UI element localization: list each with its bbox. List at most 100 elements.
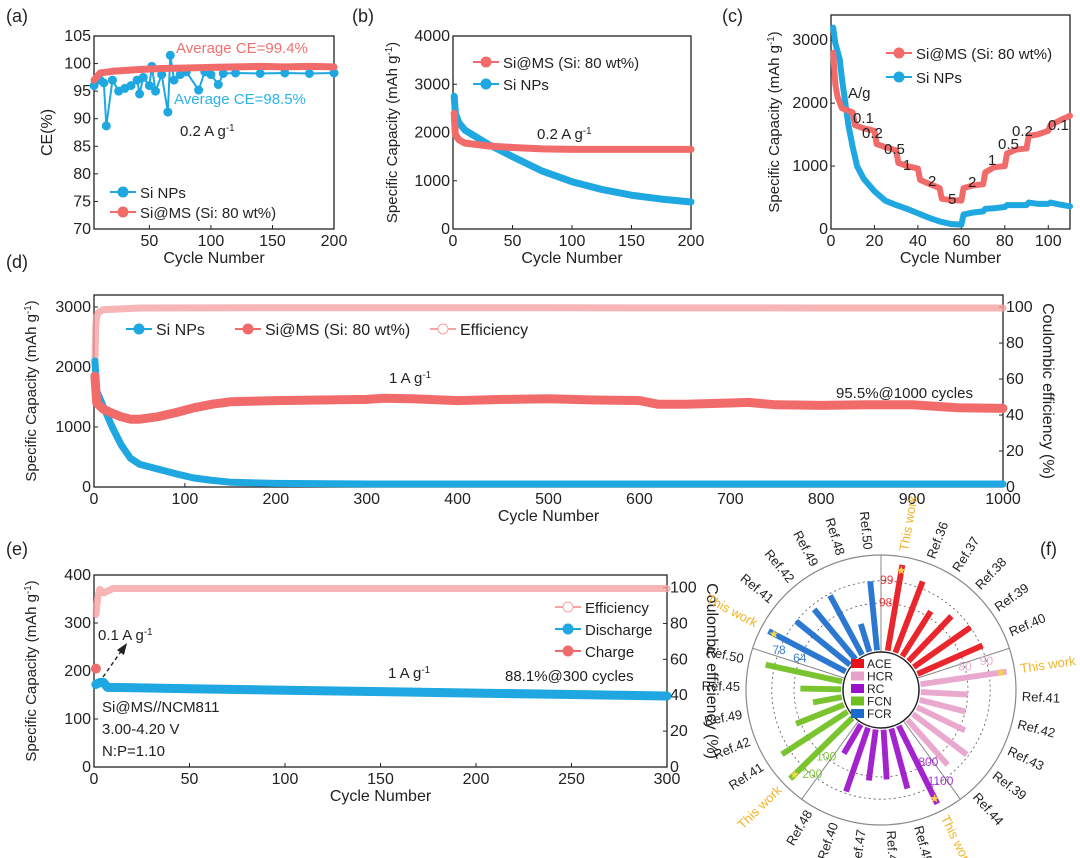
y-tick-label: 75 — [73, 193, 91, 210]
legend-label: Si@MS (Si: 80 wt%) — [265, 322, 410, 339]
plot-frame — [93, 35, 335, 230]
data-point — [194, 85, 204, 95]
x-tick-label: 100 — [1035, 233, 1062, 250]
star-icon: ★ — [768, 627, 779, 641]
y2-axis-label: Coulombic efficiency (%) — [703, 583, 720, 759]
category-label: This work — [734, 782, 785, 832]
y-axis-label: Specific Capacity (mAh g-1) — [23, 580, 41, 761]
y2-tick-label: 60 — [670, 651, 688, 668]
legend-label: Charge — [585, 644, 634, 661]
annotation: N:P=1.10 — [102, 743, 165, 760]
x-tick-label: 50 — [181, 771, 199, 788]
data-point — [206, 70, 216, 80]
x-tick-label: 40 — [909, 233, 927, 250]
series-line-si-ms-si-wt- — [450, 109, 695, 153]
annotation: 0.2 A g-1 — [180, 123, 235, 141]
x-tick-label: 60 — [952, 233, 970, 250]
legend-label: ACE — [867, 657, 892, 671]
category-label: Ref.45 — [702, 678, 741, 694]
data-point — [213, 80, 223, 90]
y2-tick-label: 40 — [1006, 407, 1024, 424]
y-tick-label: 2000 — [792, 95, 828, 112]
y2-tick-label: 60 — [1006, 371, 1024, 388]
category-label: Ref.37 — [949, 534, 982, 574]
legend-marker — [133, 323, 145, 335]
legend-marker — [437, 323, 449, 335]
y2-tick-label: 100 — [670, 580, 697, 597]
rate-label: 2 — [928, 173, 936, 190]
panel-label: (c) — [722, 6, 743, 26]
y-tick-label: 0 — [82, 759, 91, 776]
y2-tick-label: 80 — [1006, 335, 1024, 352]
guide-arc — [827, 758, 930, 778]
series-line-efficiency — [92, 584, 671, 618]
legend-marker — [242, 323, 254, 335]
annotation: 1 A g-1 — [389, 370, 431, 388]
scale-label: 78 — [772, 643, 786, 657]
data-point — [169, 75, 179, 85]
y-tick-label: 2000 — [55, 359, 91, 376]
x-tick-label: 200 — [321, 233, 348, 250]
legend-marker — [562, 645, 574, 657]
annotation: Si@MS//NCM811 — [102, 699, 219, 716]
sector-divider — [902, 720, 961, 800]
x-tick-label: 0 — [827, 233, 836, 250]
radial-bar-fcr — [827, 594, 865, 657]
series-line-si-nps — [450, 92, 695, 206]
sector-divider — [801, 720, 860, 800]
legend-swatch — [851, 671, 864, 681]
category-label: Ref.48 — [822, 516, 848, 557]
y-tick-label: 300 — [64, 615, 91, 632]
legend-marker — [562, 623, 574, 635]
panel-label: (a) — [6, 6, 28, 26]
series-line-si-ms-si-wt- — [830, 49, 1073, 204]
data-point — [165, 50, 175, 60]
radial-bar-hcr — [905, 717, 950, 767]
series-line-discharge — [91, 678, 672, 701]
legend-marker — [480, 78, 492, 90]
category-label: Ref.49 — [790, 528, 821, 569]
x-tick-label: 20 — [866, 233, 884, 250]
category-label: This work — [1019, 653, 1077, 676]
y-tick-label: 80 — [73, 166, 91, 183]
rate-label: 5 — [948, 191, 956, 208]
annotation: Average CE=98.5% — [174, 91, 306, 108]
x-tick-label: 250 — [558, 771, 585, 788]
series-line-si-ms-si-wt- — [90, 371, 1008, 424]
y-tick-label: 3000 — [55, 299, 91, 316]
data-point — [163, 107, 173, 117]
data-point — [144, 81, 154, 91]
rate-label: 1 — [988, 152, 996, 169]
category-label: Ref.45 — [911, 824, 935, 858]
y-tick-label: 3000 — [792, 32, 828, 49]
panel-e: 0 50 100 150 200 250 3000100200300400020406080… — [6, 539, 720, 805]
radial-bar-ace — [892, 580, 926, 654]
legend-label: Si@MS (Si: 80 wt%) — [140, 205, 276, 222]
x-tick-label: 80 — [996, 233, 1014, 250]
legend-swatch — [851, 659, 864, 668]
legend-label: RC — [867, 682, 885, 696]
panel-label: (f) — [1040, 539, 1057, 559]
x-tick-label: 150 — [259, 233, 286, 250]
legend-marker — [117, 206, 129, 218]
arrow-line — [102, 649, 123, 678]
radial-bar-rc — [896, 724, 940, 806]
data-point — [126, 81, 136, 91]
radial-bar-ace — [911, 624, 973, 670]
radial-bar-fcn — [765, 661, 843, 685]
radial-bar-ace — [916, 642, 984, 677]
radial-bar-rc — [843, 726, 871, 793]
star-icon: ★ — [929, 791, 940, 805]
series-line-si-nps — [91, 357, 1007, 488]
y-tick-label: 0 — [441, 221, 450, 238]
data-point — [138, 72, 148, 82]
data-point — [101, 121, 111, 131]
legend-label: Efficiency — [585, 600, 649, 617]
star-icon: ★ — [995, 665, 1006, 679]
scale-label: 99 — [880, 573, 894, 587]
legend-label: Discharge — [585, 622, 653, 639]
radial-bar-fcr — [794, 619, 852, 668]
legend-swatch — [851, 709, 864, 718]
